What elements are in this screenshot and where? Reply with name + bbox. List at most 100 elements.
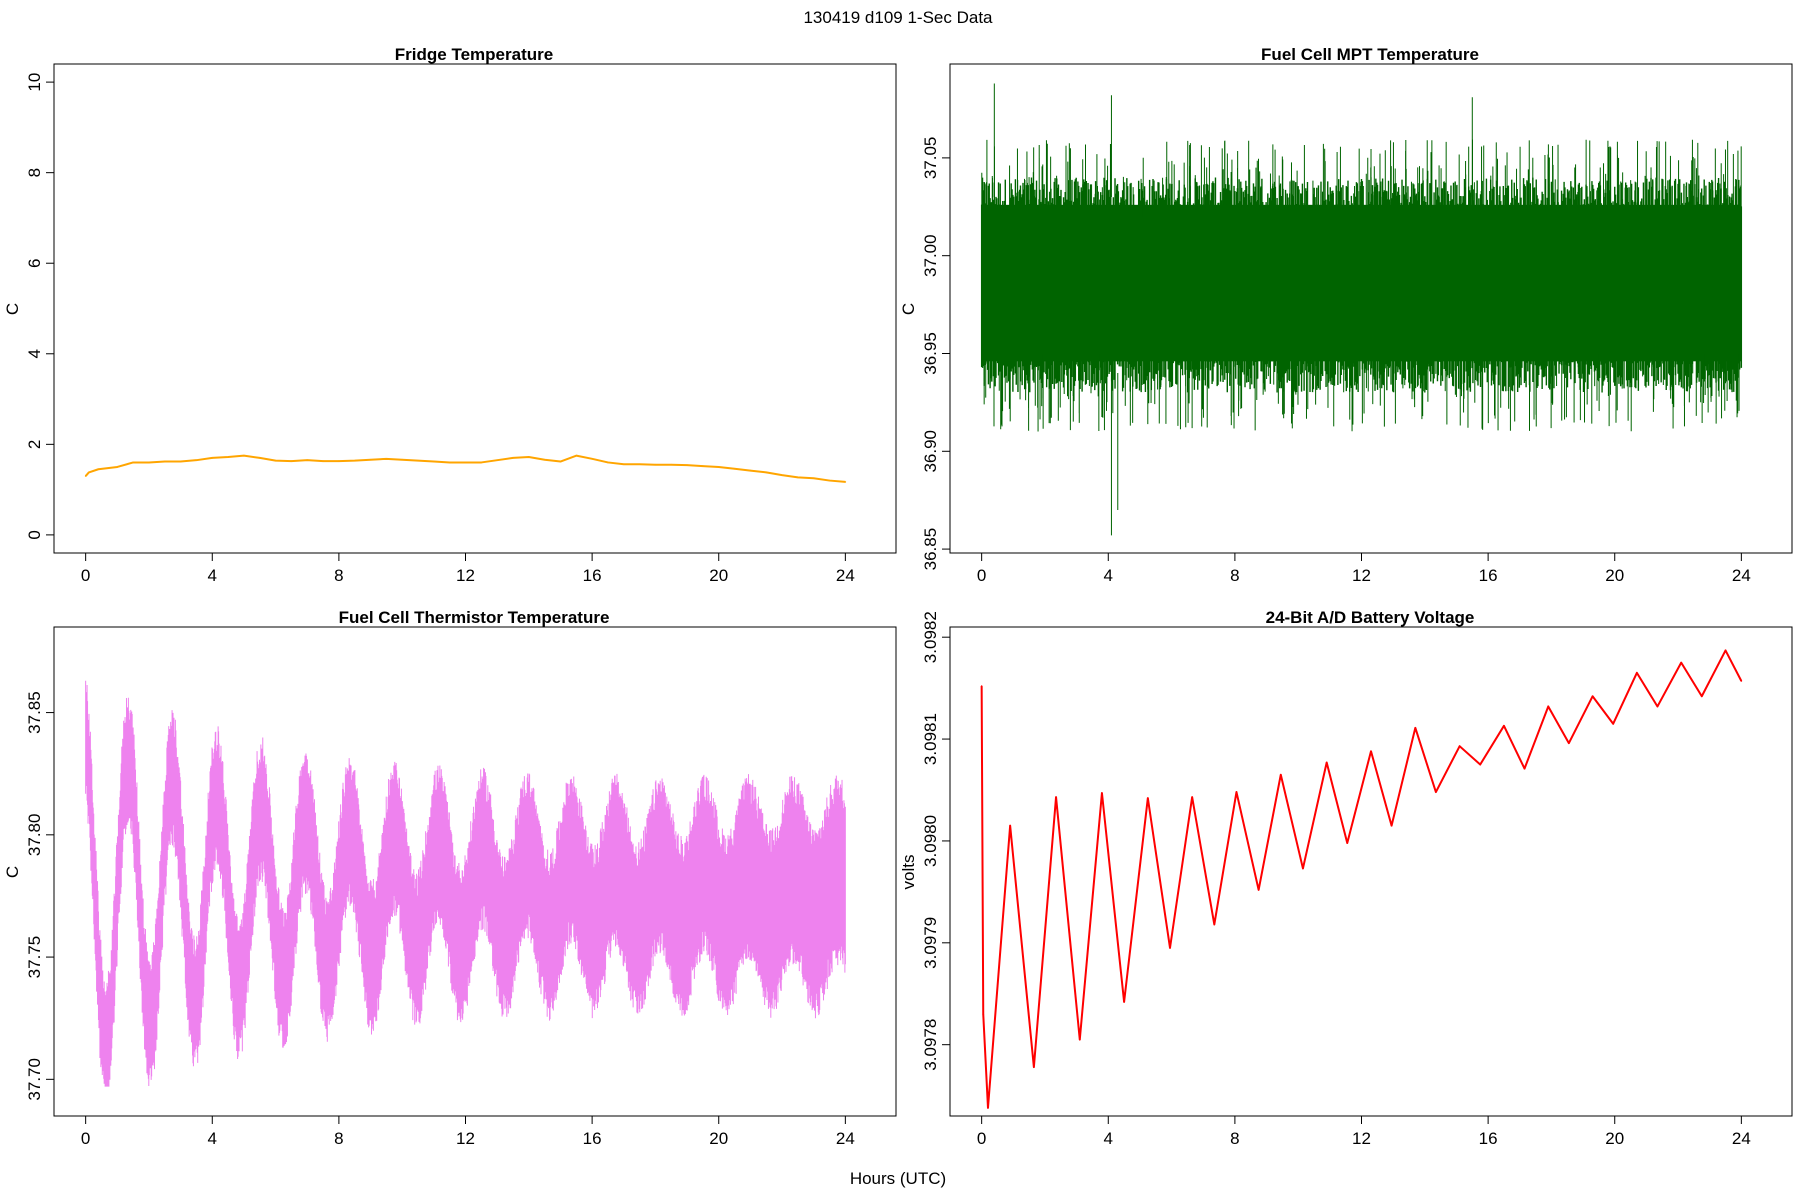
x-tick-label: 12 bbox=[456, 1129, 475, 1148]
data-point bbox=[1302, 867, 1304, 870]
x-tick-label: 24 bbox=[1732, 566, 1751, 585]
data-point bbox=[512, 457, 514, 459]
data-point bbox=[195, 459, 198, 461]
y-axis-label: C bbox=[3, 303, 22, 315]
y-tick-label: 10 bbox=[25, 73, 44, 92]
y-axis-label: volts bbox=[899, 855, 918, 890]
data-point bbox=[828, 479, 831, 482]
y-tick-label: 0 bbox=[25, 530, 44, 539]
y-tick-label: 36.95 bbox=[921, 332, 940, 375]
x-tick-label: 12 bbox=[1352, 566, 1371, 585]
data-point bbox=[88, 471, 90, 474]
data-line bbox=[84, 454, 846, 483]
data-point bbox=[575, 454, 578, 457]
panel-battery-voltage: 24-Bit A/D Battery Voltage volts 0 4 8 12 16… bbox=[899, 608, 1793, 1148]
x-tick-label: 16 bbox=[1479, 566, 1498, 585]
data-point bbox=[353, 459, 356, 462]
x-tick-label: 16 bbox=[583, 566, 602, 585]
data-point bbox=[528, 456, 530, 458]
y-tick-label: 6 bbox=[25, 258, 44, 267]
data-point bbox=[781, 474, 783, 476]
panel-fuel-cell-thermistor-temperature: Fuel Cell Thermistor Temperature C 0 4 8 12… bbox=[3, 608, 897, 1148]
data-point bbox=[1700, 695, 1703, 698]
data-point bbox=[1033, 1066, 1035, 1068]
x-tick-label: 20 bbox=[1605, 1129, 1624, 1148]
data-point bbox=[338, 460, 340, 462]
series-fridge bbox=[84, 454, 847, 483]
data-point bbox=[812, 477, 815, 480]
data-point bbox=[464, 461, 467, 464]
data-point bbox=[243, 454, 245, 457]
data-point bbox=[1523, 767, 1526, 770]
data-point bbox=[980, 685, 983, 687]
data-point bbox=[982, 1013, 985, 1015]
x-tick-label: 4 bbox=[208, 1129, 217, 1148]
y-tick-label: 3.0980 bbox=[921, 815, 940, 867]
y-axis-label: C bbox=[3, 866, 22, 878]
y-tick-label: 36.90 bbox=[921, 430, 940, 473]
data-point bbox=[1414, 727, 1417, 729]
data-point bbox=[1458, 745, 1461, 747]
data-point bbox=[97, 468, 100, 471]
y-tick-label: 4 bbox=[25, 349, 44, 358]
y-axis-label: C bbox=[899, 303, 918, 315]
y-tick-label: 8 bbox=[25, 168, 44, 177]
data-point bbox=[417, 459, 419, 462]
series-mpt bbox=[980, 83, 1743, 536]
data-point bbox=[1435, 791, 1437, 793]
data-point bbox=[638, 463, 641, 466]
figure-x-axis-label: Hours (UTC) bbox=[850, 1169, 946, 1188]
x-tick-label: 20 bbox=[709, 1129, 728, 1148]
x-tick-label: 0 bbox=[977, 566, 986, 585]
x-tick-label: 4 bbox=[208, 566, 217, 585]
y-tick-label: 37.85 bbox=[25, 691, 44, 734]
y-tick-label: 3.0979 bbox=[921, 917, 940, 969]
data-point bbox=[844, 481, 847, 483]
x-tick-label: 8 bbox=[1230, 1129, 1239, 1148]
data-point bbox=[227, 456, 229, 458]
panel-title: Fuel Cell MPT Temperature bbox=[1261, 45, 1479, 64]
data-point bbox=[1279, 773, 1282, 776]
x-tick-label: 4 bbox=[1104, 566, 1113, 585]
data-point bbox=[116, 466, 119, 468]
data-point bbox=[401, 458, 403, 461]
data-point bbox=[1235, 791, 1238, 793]
data-point bbox=[654, 463, 657, 466]
series-battery bbox=[980, 649, 1743, 1109]
data-point bbox=[607, 461, 609, 464]
x-tick-label: 16 bbox=[583, 1129, 602, 1148]
data-point bbox=[163, 460, 166, 463]
y-tick-label: 37.75 bbox=[25, 936, 44, 979]
data-point bbox=[717, 466, 720, 468]
data-point bbox=[1680, 661, 1683, 664]
panel-title: Fuel Cell Thermistor Temperature bbox=[339, 608, 610, 627]
data-spikes bbox=[981, 83, 1742, 536]
data-point bbox=[1009, 824, 1011, 827]
data-point bbox=[132, 461, 134, 464]
data-point bbox=[1612, 722, 1614, 725]
data-point bbox=[1055, 796, 1057, 798]
x-tick-label: 12 bbox=[1352, 1129, 1371, 1148]
data-point bbox=[1169, 947, 1171, 949]
data-point bbox=[369, 458, 372, 461]
data-point bbox=[749, 469, 752, 472]
data-point bbox=[1479, 763, 1482, 766]
data-point bbox=[480, 461, 483, 464]
x-tick-label: 12 bbox=[456, 566, 475, 585]
data-point bbox=[1191, 796, 1193, 798]
x-tick-label: 20 bbox=[1605, 566, 1624, 585]
data-point bbox=[290, 460, 293, 462]
x-tick-label: 4 bbox=[1104, 1129, 1113, 1148]
plot-frame bbox=[949, 626, 1793, 1117]
y-tick-label: 37.05 bbox=[921, 137, 940, 180]
data-point bbox=[686, 464, 688, 466]
data-point bbox=[1257, 889, 1260, 891]
data-band bbox=[85, 680, 846, 1087]
data-point bbox=[1724, 649, 1727, 652]
panel-fuel-cell-mpt-temperature: Fuel Cell MPT Temperature C 0 4 8 12 16 20 24 3… bbox=[899, 45, 1793, 585]
data-point bbox=[702, 465, 704, 467]
y-tick-label: 36.85 bbox=[921, 528, 940, 571]
series-thermistor bbox=[85, 680, 846, 1087]
y-tick-label: 37.00 bbox=[921, 234, 940, 277]
